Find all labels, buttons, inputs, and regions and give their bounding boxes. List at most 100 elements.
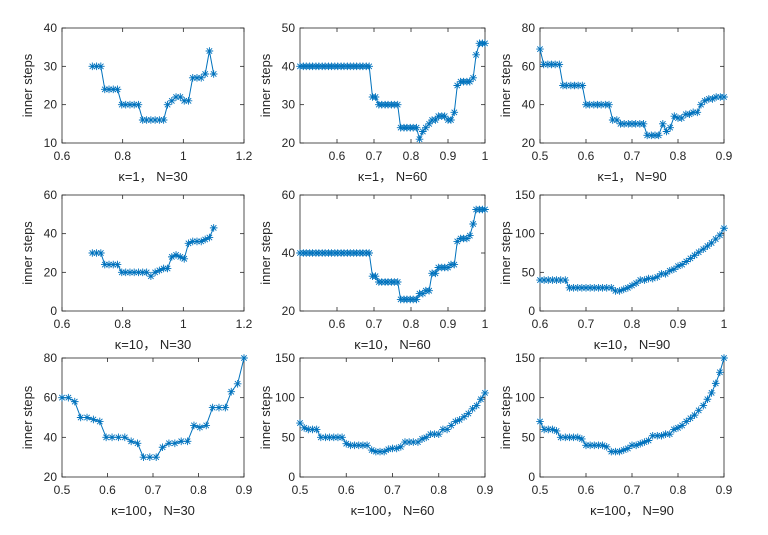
data-point [342,439,351,448]
data-point [631,120,640,128]
data-point [109,260,118,269]
data-point [481,39,489,48]
data-point [472,51,480,59]
data-point [304,425,313,434]
axes-frame [539,357,725,478]
data-point [117,100,126,109]
data-point [540,276,548,284]
data-point [354,441,363,450]
y-tick-label: 40 [522,98,536,112]
x-tick-label: 0.9 [670,317,687,331]
data-point [685,110,694,119]
axes-frame [61,27,245,144]
data-point [636,439,645,448]
data-point [165,439,173,448]
data-point [208,403,217,412]
data-point [573,433,582,442]
data-point [562,81,571,90]
y-tick-label: 150 [515,351,535,365]
subplot-9: 0.5 0.6 0.7 0.8 0.9 0 50 100 150 inner steps κ=100… [498,351,733,518]
x-tick-label: 0.9 [440,317,457,331]
y-tick-label: 50 [282,430,296,444]
data-point [657,431,666,440]
x-tick-label: 0.6 [532,317,549,331]
data-point [422,123,430,132]
data-point [565,433,574,442]
data-point [105,260,113,269]
y-tick-label: 60 [44,188,58,202]
data-point [134,100,143,109]
data-point [426,430,435,438]
data-point [648,274,657,283]
data-point [632,441,640,450]
data-point [419,289,427,298]
x-axis-label: κ=100， N=30 [111,503,195,518]
data-point [611,287,620,295]
data-point [466,231,474,240]
x-tick-label: 0.6 [54,317,71,331]
x-axis-label: κ=10， N=90 [594,337,671,352]
data-point [536,45,544,53]
data-point [409,438,418,446]
x-tick-label: 1 [180,149,187,163]
data-point [89,415,98,424]
data-point [607,284,616,292]
data-point [686,254,695,263]
data-point [585,100,594,109]
x-tick-label: 0.8 [403,317,420,331]
data-point [703,395,712,404]
y-tick-label: 20 [44,470,58,484]
data-point [105,85,113,94]
data-point [193,237,201,246]
data-point [711,235,720,243]
data-point [573,284,582,292]
data-point [100,85,109,94]
y-tick-label: 60 [44,391,58,405]
data-point [697,100,705,109]
subplot-8: 0.5 0.6 0.7 0.8 0.9 0 50 100 150 inner steps κ=100… [258,351,494,518]
subplot-1: 0.6 0.8 1 1.2 10 20 30 40 inner steps κ=1， N=30 [20,21,253,184]
data-point [418,435,426,443]
x-tick-label: 0.7 [366,317,383,331]
data-point [548,276,557,284]
x-tick-label: 0.6 [578,149,595,163]
data-point [624,284,632,292]
data-point [582,284,590,292]
data-point [412,123,421,132]
data-point [569,433,578,442]
data-point [590,441,599,450]
data-point [430,430,439,438]
y-axis-label: inner steps [498,221,513,285]
data-point [151,268,159,277]
data-point [611,447,620,456]
data-point [662,127,671,136]
data-point [619,285,628,294]
y-tick-label: 40 [44,430,58,444]
data-point [540,425,548,434]
data-point [578,435,586,443]
x-tick-label: 0.7 [384,483,401,497]
data-point [544,425,553,434]
data-point [205,47,214,55]
data-point [130,100,138,109]
data-point [464,409,473,418]
y-tick-label: 40 [282,246,296,260]
y-tick-label: 0 [288,470,295,484]
y-axis-label: inner steps [258,53,273,117]
data-point [468,404,477,413]
data-point [694,406,703,415]
data-point [393,278,402,286]
y-tick-label: 150 [515,188,535,202]
data-point [640,438,649,446]
y-axis-label: inner steps [20,221,35,285]
data-point [97,249,105,257]
data-point [114,433,123,442]
y-axis-label: inner steps [258,221,273,285]
data-point [139,453,148,461]
data-point [544,276,553,284]
y-tick-label: 20 [44,265,58,279]
x-tick-label: 0.8 [114,149,131,163]
x-tick-label: 0.8 [403,149,420,163]
data-point [414,438,422,446]
data-point [363,441,371,450]
